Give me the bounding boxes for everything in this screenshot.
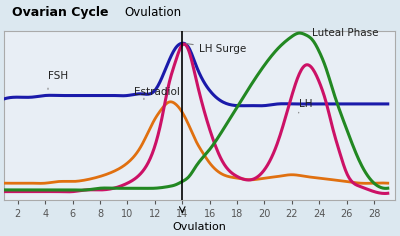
Text: LH: LH — [299, 99, 312, 109]
Text: Estradiol: Estradiol — [134, 88, 180, 97]
Text: FSH: FSH — [48, 71, 68, 81]
Text: LH Surge: LH Surge — [186, 44, 246, 54]
X-axis label: Ovulation: Ovulation — [172, 222, 226, 232]
Text: Ovulation: Ovulation — [124, 6, 181, 19]
Text: Ovarian Cycle: Ovarian Cycle — [12, 6, 108, 19]
Text: Luteal Phase: Luteal Phase — [312, 29, 379, 38]
